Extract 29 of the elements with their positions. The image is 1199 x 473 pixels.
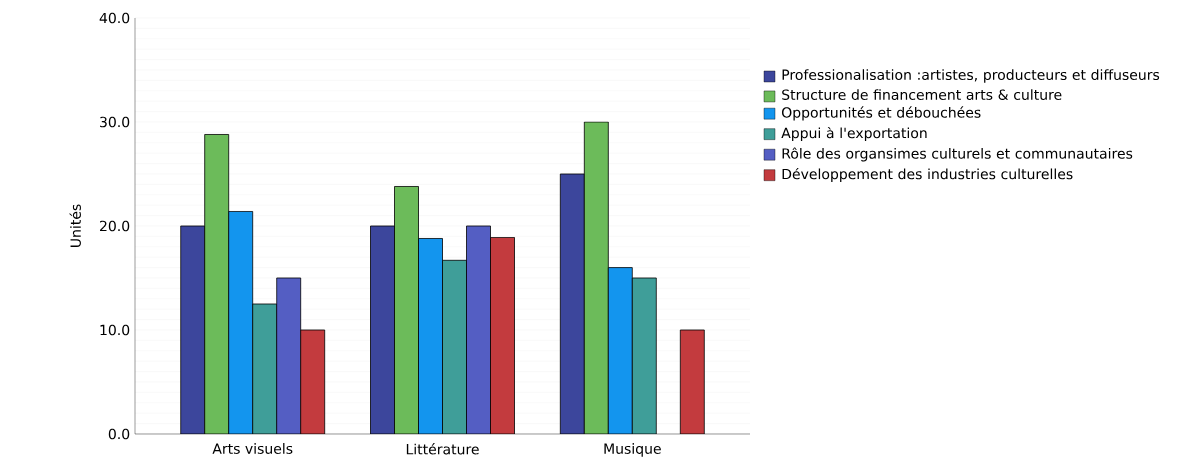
bar (559, 173, 585, 434)
bar (276, 277, 302, 434)
y-tick-label: 0.0 (108, 428, 130, 440)
y-axis-title: Unités (69, 204, 81, 247)
bar (300, 329, 326, 434)
bar (370, 225, 395, 434)
bar (418, 238, 443, 434)
bar (679, 329, 705, 434)
legend-label: Structure de financement arts & culture (782, 89, 1062, 100)
legend-label: Rôle des organsimes culturels et communautaires (782, 147, 1133, 162)
bar (442, 259, 467, 434)
y-tick-label: 10.0 (100, 324, 130, 336)
bar (607, 267, 633, 434)
x-tick-label: Musique (604, 443, 661, 457)
x-tick-label: Arts visuels (212, 443, 293, 454)
bar (252, 303, 278, 434)
y-tick-label: 20.0 (100, 220, 130, 232)
bar (490, 237, 515, 434)
legend-label: Développement des industries culturelles (782, 167, 1073, 183)
legend-label: Opportunités et débouchées (781, 106, 981, 121)
legend-label: Appui à l'exportation (781, 126, 927, 141)
bar (466, 225, 491, 434)
legend-label: Professionalisation :artistes, producteurs et diffuseurs (782, 69, 1160, 83)
y-tick-label: 40.0 (99, 12, 130, 24)
y-tick-label: 30.0 (100, 116, 130, 128)
bar (631, 277, 657, 434)
bar (228, 211, 254, 434)
bar (180, 225, 206, 434)
x-tick-label: Littérature (406, 443, 479, 455)
